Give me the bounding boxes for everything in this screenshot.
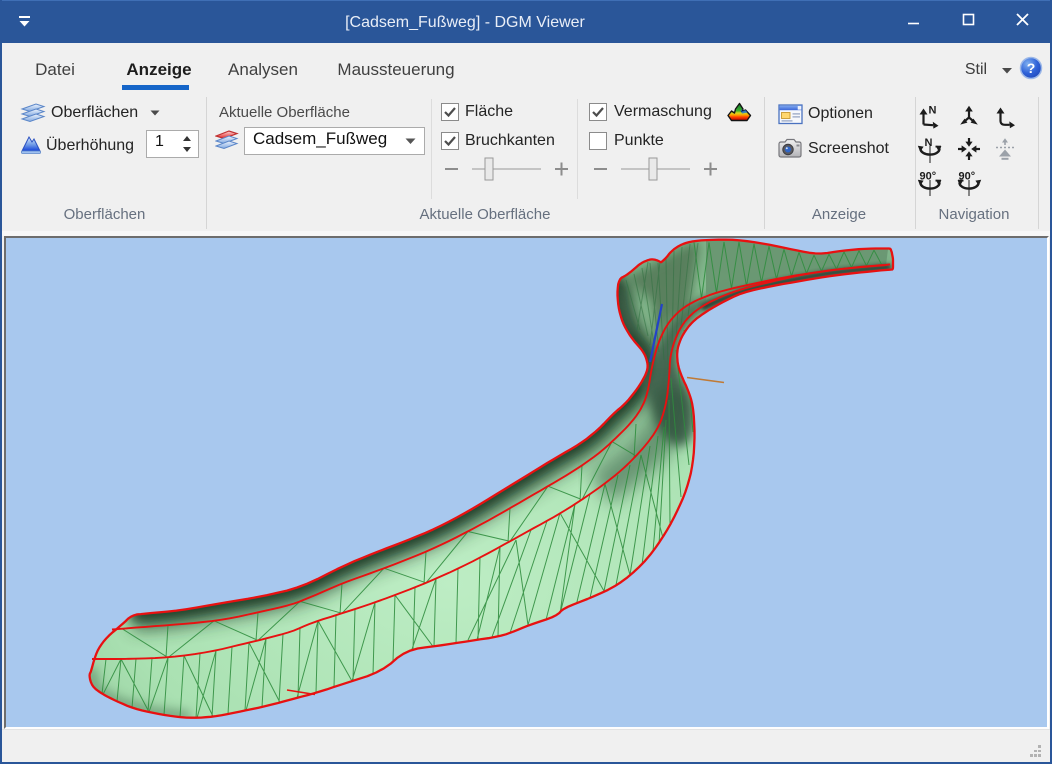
svg-text:N: N — [925, 137, 933, 149]
svg-text:?: ? — [1027, 60, 1036, 76]
svg-text:90°: 90° — [920, 171, 937, 183]
svg-text:90°: 90° — [959, 171, 976, 183]
svg-text:N: N — [929, 105, 937, 117]
